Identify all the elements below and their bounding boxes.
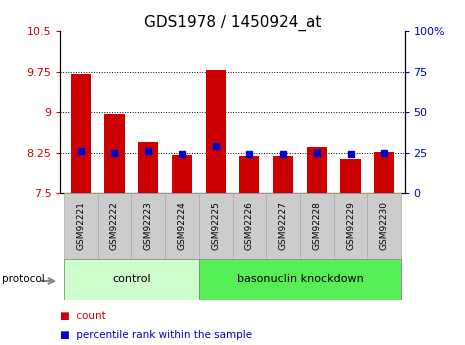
Bar xyxy=(273,156,293,193)
Bar xyxy=(239,156,259,193)
Bar xyxy=(172,155,192,193)
Bar xyxy=(334,193,367,259)
Bar xyxy=(64,193,98,259)
Bar xyxy=(374,151,394,193)
Text: GSM92226: GSM92226 xyxy=(245,201,254,250)
Bar xyxy=(199,259,401,300)
Text: GSM92230: GSM92230 xyxy=(380,201,389,250)
Text: GSM92221: GSM92221 xyxy=(76,201,85,250)
Text: control: control xyxy=(112,275,151,284)
Text: basonuclin knockdown: basonuclin knockdown xyxy=(237,275,363,284)
Text: protocol: protocol xyxy=(2,275,45,284)
Bar xyxy=(206,70,226,193)
Bar xyxy=(307,147,327,193)
Bar xyxy=(165,193,199,259)
Text: GSM92227: GSM92227 xyxy=(279,201,288,250)
Bar xyxy=(232,193,266,259)
Bar xyxy=(131,193,165,259)
Bar xyxy=(64,259,199,300)
Bar xyxy=(199,193,232,259)
Bar xyxy=(340,159,361,193)
Bar xyxy=(138,142,158,193)
Bar xyxy=(300,193,334,259)
Text: GSM92229: GSM92229 xyxy=(346,201,355,250)
Text: GSM92225: GSM92225 xyxy=(211,201,220,250)
Text: GSM92223: GSM92223 xyxy=(144,201,153,250)
Bar xyxy=(71,74,91,193)
Bar xyxy=(367,193,401,259)
Text: ■  count: ■ count xyxy=(60,311,106,321)
Text: GSM92224: GSM92224 xyxy=(177,201,186,250)
Text: ■  percentile rank within the sample: ■ percentile rank within the sample xyxy=(60,330,252,339)
Bar xyxy=(104,114,125,193)
Title: GDS1978 / 1450924_at: GDS1978 / 1450924_at xyxy=(144,15,321,31)
Text: GSM92222: GSM92222 xyxy=(110,201,119,250)
Bar xyxy=(98,193,131,259)
Bar xyxy=(266,193,300,259)
Text: GSM92228: GSM92228 xyxy=(312,201,321,250)
